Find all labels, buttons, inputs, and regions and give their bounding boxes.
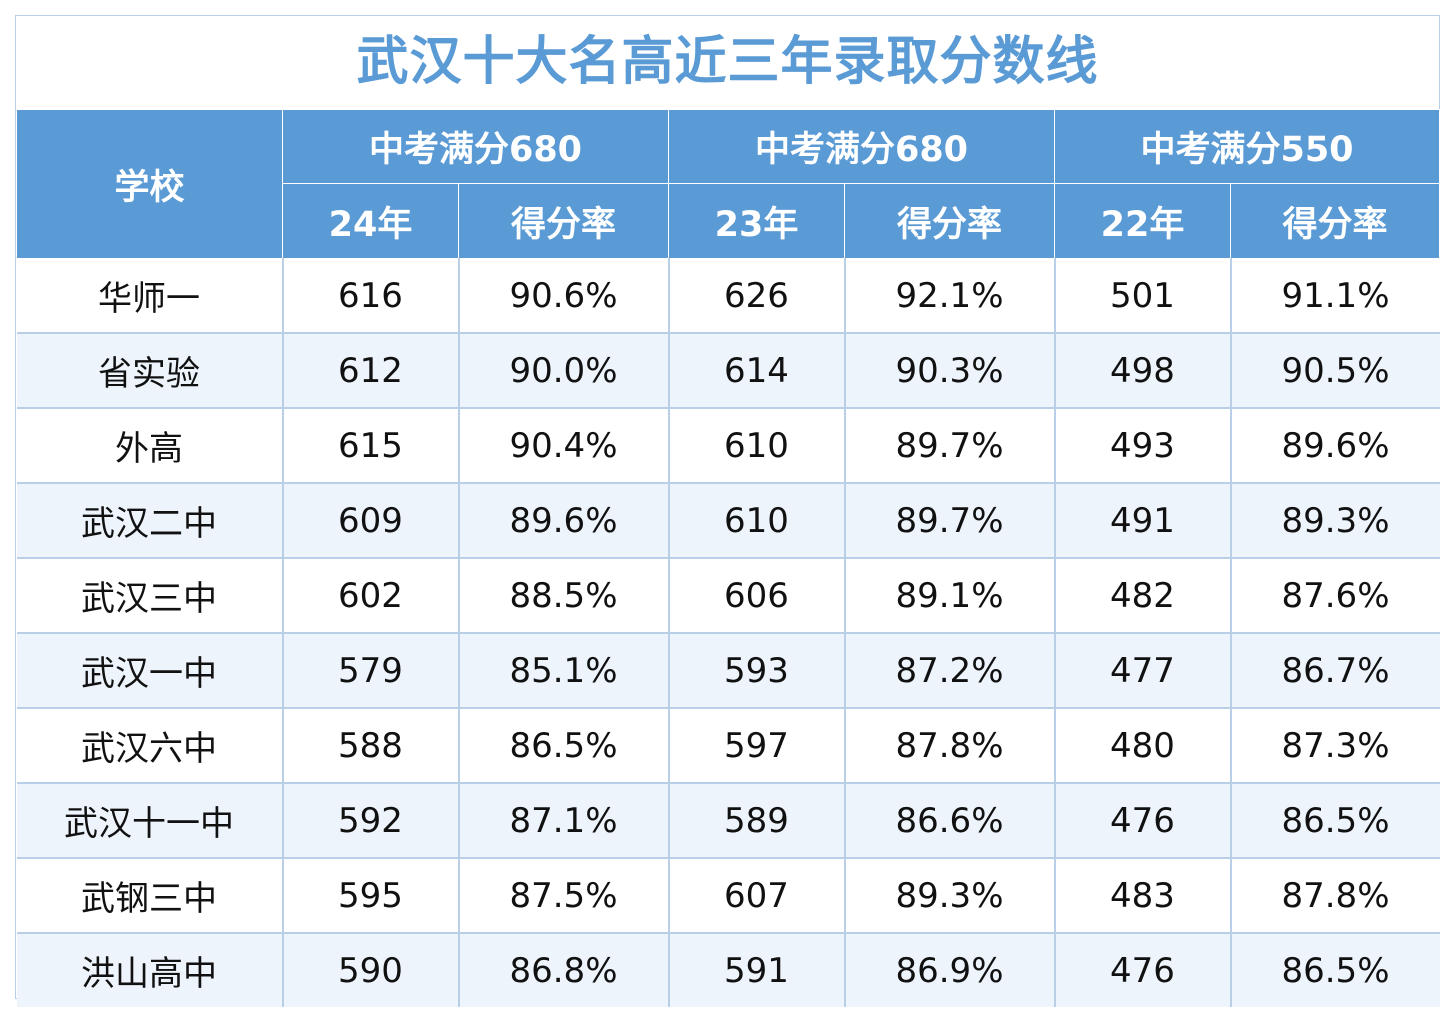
cell-rate-2023: 86.9% (844, 933, 1056, 1007)
cell-rate-2022: 87.6% (1230, 558, 1440, 634)
cell-score-2023: 591 (668, 933, 846, 1007)
cell-score-2024: 616 (282, 258, 460, 334)
cell-school: 武汉二中 (16, 483, 284, 559)
table-row: 武汉六中 588 86.5% 597 87.8% 480 87.3% (16, 708, 1440, 784)
cell-score-2024: 615 (282, 408, 460, 484)
cell-rate-2024: 85.1% (458, 633, 670, 709)
cell-rate-2022: 86.7% (1230, 633, 1440, 709)
cell-rate-2023: 89.1% (844, 558, 1056, 634)
cell-rate-2022: 86.5% (1230, 783, 1440, 859)
table-row: 武汉三中 602 88.5% 606 89.1% 482 87.6% (16, 558, 1440, 634)
table-row: 武钢三中 595 87.5% 607 89.3% 483 87.8% (16, 858, 1440, 934)
cell-school: 武汉十一中 (16, 783, 284, 859)
table-header: 学校 中考满分680 中考满分680 中考满分550 24年 得分率 23年 得… (16, 109, 1440, 259)
header-row-groups: 学校 中考满分680 中考满分680 中考满分550 (16, 109, 1440, 259)
header-rate-2022: 得分率 (1230, 183, 1440, 259)
cell-rate-2024: 90.0% (458, 333, 670, 409)
header-school: 学校 (16, 109, 283, 259)
cell-school: 华师一 (16, 258, 284, 334)
cell-rate-2024: 88.5% (458, 558, 670, 634)
cell-rate-2023: 89.7% (844, 483, 1056, 559)
cell-school: 省实验 (16, 333, 284, 409)
header-year-2022: 22年 (1054, 183, 1231, 259)
cell-rate-2022: 89.3% (1230, 483, 1440, 559)
cell-score-2022: 480 (1054, 708, 1232, 784)
cell-score-2023: 597 (668, 708, 846, 784)
cell-score-2023: 606 (668, 558, 846, 634)
cell-score-2023: 614 (668, 333, 846, 409)
cell-school: 武钢三中 (16, 858, 284, 934)
cell-score-2024: 590 (282, 933, 460, 1007)
admission-score-table: 学校 中考满分680 中考满分680 中考满分550 24年 得分率 23年 得… (16, 109, 1440, 1007)
cell-score-2024: 588 (282, 708, 460, 784)
table-row: 外高 615 90.4% 610 89.7% 493 89.6% (16, 408, 1440, 484)
cell-rate-2023: 92.1% (844, 258, 1056, 334)
cell-rate-2024: 86.5% (458, 708, 670, 784)
header-row-years: 24年 得分率 23年 得分率 22年 得分率 (17, 183, 1440, 259)
cell-school: 武汉六中 (16, 708, 284, 784)
cell-rate-2024: 89.6% (458, 483, 670, 559)
cell-rate-2023: 89.3% (844, 858, 1056, 934)
cell-score-2023: 626 (668, 258, 846, 334)
cell-rate-2023: 89.7% (844, 408, 1056, 484)
table-row: 武汉一中 579 85.1% 593 87.2% 477 86.7% (16, 633, 1440, 709)
score-table-card: 武汉十大名高近三年录取分数线 学校 中考满分680 中考满分680 中考满分55… (15, 15, 1440, 1007)
cell-rate-2023: 87.2% (844, 633, 1056, 709)
cell-score-2024: 592 (282, 783, 460, 859)
cell-rate-2023: 87.8% (844, 708, 1056, 784)
cell-rate-2022: 87.3% (1230, 708, 1440, 784)
cell-score-2022: 501 (1054, 258, 1232, 334)
cell-score-2022: 491 (1054, 483, 1232, 559)
header-group-2022: 中考满分550 (1054, 109, 1440, 184)
cell-score-2024: 612 (282, 333, 460, 409)
cell-rate-2022: 90.5% (1230, 333, 1440, 409)
cell-rate-2024: 90.4% (458, 408, 670, 484)
cell-rate-2023: 86.6% (844, 783, 1056, 859)
cell-score-2024: 579 (282, 633, 460, 709)
header-group-2024: 中考满分680 (282, 109, 669, 184)
cell-score-2023: 610 (668, 408, 846, 484)
cell-score-2022: 483 (1054, 858, 1232, 934)
cell-rate-2023: 90.3% (844, 333, 1056, 409)
table-row: 华师一 616 90.6% 626 92.1% 501 91.1% (16, 258, 1440, 334)
cell-rate-2022: 89.6% (1230, 408, 1440, 484)
cell-score-2023: 589 (668, 783, 846, 859)
header-rate-2023: 得分率 (844, 183, 1055, 259)
page-title: 武汉十大名高近三年录取分数线 (356, 32, 1099, 92)
table-row: 武汉十一中 592 87.1% 589 86.6% 476 86.5% (16, 783, 1440, 859)
cell-rate-2024: 90.6% (458, 258, 670, 334)
cell-score-2024: 595 (282, 858, 460, 934)
cell-school: 武汉一中 (16, 633, 284, 709)
cell-rate-2024: 86.8% (458, 933, 670, 1007)
header-rate-2024: 得分率 (458, 183, 669, 259)
cell-rate-2022: 86.5% (1230, 933, 1440, 1007)
table-row: 武汉二中 609 89.6% 610 89.7% 491 89.3% (16, 483, 1440, 559)
cell-score-2022: 476 (1054, 783, 1232, 859)
cell-rate-2024: 87.5% (458, 858, 670, 934)
cell-score-2022: 498 (1054, 333, 1232, 409)
cell-rate-2024: 87.1% (458, 783, 670, 859)
table-row: 洪山高中 590 86.8% 591 86.9% 476 86.5% (16, 933, 1440, 1007)
cell-score-2022: 476 (1054, 933, 1232, 1007)
header-year-2024: 24年 (282, 183, 459, 259)
cell-rate-2022: 87.8% (1230, 858, 1440, 934)
cell-score-2024: 602 (282, 558, 460, 634)
cell-score-2022: 493 (1054, 408, 1232, 484)
cell-school: 洪山高中 (16, 933, 284, 1007)
cell-rate-2022: 91.1% (1230, 258, 1440, 334)
cell-school: 外高 (16, 408, 284, 484)
cell-score-2023: 593 (668, 633, 846, 709)
cell-score-2023: 607 (668, 858, 846, 934)
table-row: 省实验 612 90.0% 614 90.3% 498 90.5% (16, 333, 1440, 409)
header-group-2023: 中考满分680 (668, 109, 1055, 184)
cell-score-2024: 609 (282, 483, 460, 559)
cell-score-2022: 477 (1054, 633, 1232, 709)
cell-score-2023: 610 (668, 483, 846, 559)
header-year-2023: 23年 (668, 183, 845, 259)
cell-school: 武汉三中 (16, 558, 284, 634)
cell-score-2022: 482 (1054, 558, 1232, 634)
table-body: 华师一 616 90.6% 626 92.1% 501 91.1% 省实验 61… (16, 258, 1440, 1007)
